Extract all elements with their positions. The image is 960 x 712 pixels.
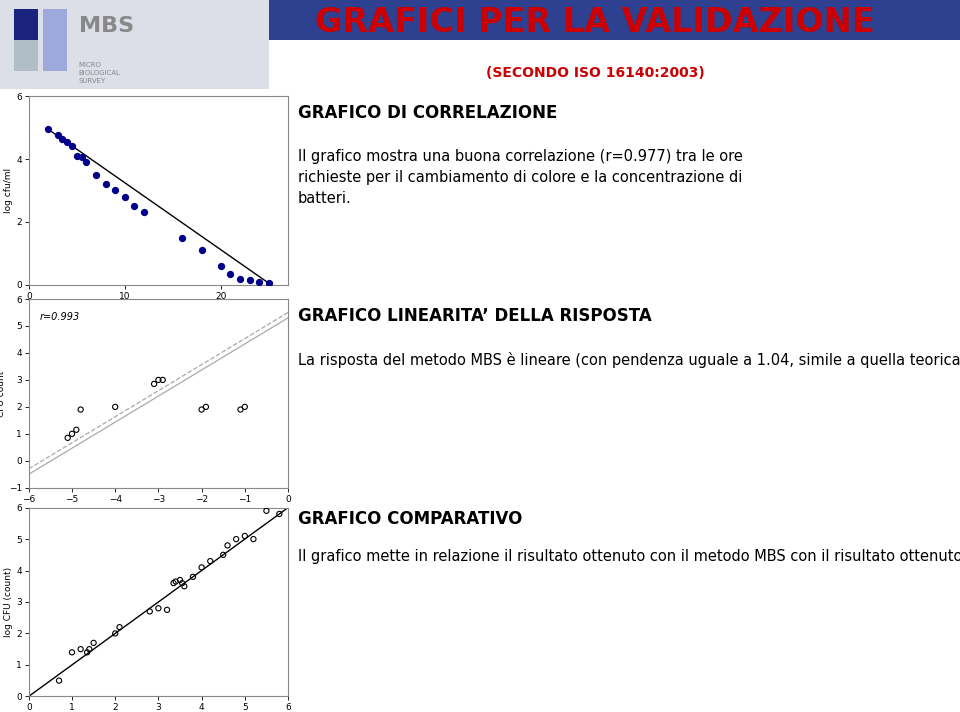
Point: [242, 274, 257, 286]
Text: r=0.993: r=0.993: [39, 313, 80, 323]
Point: [73, 644, 88, 655]
X-axis label: Colour change time (h): Colour change time (h): [100, 305, 217, 314]
Point: [127, 201, 142, 212]
Point: [117, 191, 132, 202]
Point: [232, 273, 248, 284]
Point: [261, 278, 276, 289]
Point: [74, 152, 89, 163]
Point: [237, 401, 252, 412]
Point: [220, 540, 235, 551]
Point: [177, 580, 192, 592]
Point: [98, 179, 113, 190]
Point: [86, 637, 102, 649]
Y-axis label: log CFU (count): log CFU (count): [5, 567, 13, 637]
Y-axis label: CFU count: CFU count: [0, 370, 6, 417]
Point: [173, 575, 188, 586]
Bar: [43, 40, 67, 71]
Point: [156, 375, 171, 386]
Point: [64, 646, 80, 658]
Point: [88, 169, 104, 180]
Text: Il grafico mostra una buona correlazione (r=0.977) tra le ore
richieste per il c: Il grafico mostra una buona correlazione…: [298, 149, 742, 206]
Point: [203, 555, 218, 567]
Point: [60, 136, 75, 147]
Point: [194, 244, 209, 256]
Point: [108, 185, 123, 197]
Point: [151, 375, 166, 386]
Bar: [43, 9, 67, 40]
Point: [213, 261, 228, 272]
Point: [233, 404, 249, 415]
Point: [60, 432, 76, 444]
Point: [79, 157, 94, 168]
Point: [69, 424, 84, 436]
Point: [199, 401, 214, 412]
Text: Il grafico mette in relazione il risultato ottenuto con il metodo MBS con il ris: Il grafico mette in relazione il risulta…: [298, 549, 960, 564]
Point: [194, 404, 209, 415]
X-axis label: dilution: dilution: [139, 508, 178, 517]
Point: [82, 644, 97, 655]
Point: [185, 571, 201, 582]
Point: [228, 533, 244, 545]
Point: [252, 276, 267, 288]
Bar: [0, 0, 269, 89]
Point: [108, 628, 123, 639]
Point: [69, 150, 84, 162]
Point: [108, 401, 123, 412]
Text: MICRO
BIOLOGICAL
SURVEY: MICRO BIOLOGICAL SURVEY: [79, 62, 121, 83]
Point: [151, 602, 166, 614]
Point: [159, 604, 175, 616]
Point: [51, 675, 66, 686]
Point: [112, 622, 127, 633]
Point: [175, 577, 190, 589]
Point: [237, 530, 252, 542]
Point: [272, 508, 287, 520]
Point: [64, 141, 80, 152]
Bar: [269, 0, 960, 40]
Point: [55, 133, 70, 145]
Point: [175, 232, 190, 244]
Point: [80, 646, 95, 658]
Text: GRAFICI PER LA VALIDAZIONE: GRAFICI PER LA VALIDAZIONE: [316, 6, 875, 38]
Text: GRAFICO LINEARITA’ DELLA RISPOSTA: GRAFICO LINEARITA’ DELLA RISPOSTA: [298, 307, 651, 325]
Point: [73, 404, 88, 415]
Text: MBS: MBS: [79, 16, 133, 36]
Point: [194, 562, 209, 573]
Point: [147, 378, 162, 389]
Point: [40, 123, 56, 135]
Text: GRAFICO DI CORRELAZIONE: GRAFICO DI CORRELAZIONE: [298, 104, 557, 122]
Point: [166, 577, 181, 589]
Point: [136, 206, 152, 218]
Y-axis label: log cfu/ml: log cfu/ml: [5, 168, 13, 213]
Point: [168, 576, 183, 587]
Point: [50, 130, 65, 141]
Point: [215, 549, 230, 560]
Bar: [14, 40, 38, 71]
Point: [64, 428, 80, 439]
Text: (SECONDO ISO 16140:2003): (SECONDO ISO 16140:2003): [486, 66, 705, 80]
Bar: [14, 9, 38, 40]
Point: [223, 268, 238, 280]
Point: [246, 533, 261, 545]
Point: [142, 606, 157, 617]
Text: GRAFICO COMPARATIVO: GRAFICO COMPARATIVO: [298, 510, 522, 528]
Text: La risposta del metodo MBS è lineare (con pendenza uguale a 1.04, simile a quell: La risposta del metodo MBS è lineare (co…: [298, 352, 960, 368]
Point: [259, 505, 275, 516]
